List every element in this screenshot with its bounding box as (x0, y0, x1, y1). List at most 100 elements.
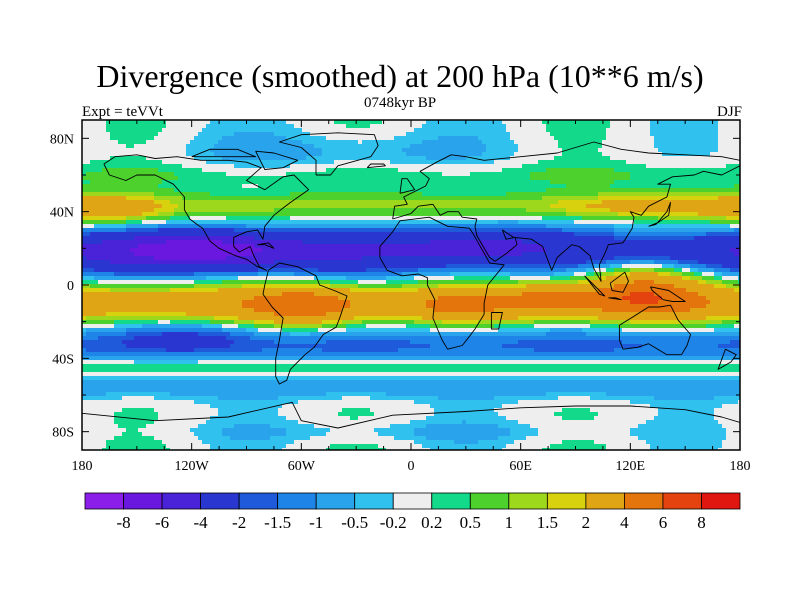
field-cell (238, 216, 243, 221)
field-cell (478, 188, 483, 193)
field-cell (82, 164, 87, 169)
field-cell (174, 144, 179, 149)
field-cell (282, 120, 287, 125)
field-cell (406, 152, 411, 157)
field-cell (570, 228, 575, 233)
field-cell (690, 160, 695, 165)
field-cell (534, 216, 539, 221)
field-cell (602, 152, 607, 157)
field-cell (462, 148, 467, 153)
field-cell (290, 196, 295, 201)
field-cell (666, 216, 671, 221)
field-cell (202, 176, 207, 181)
field-cell (322, 180, 327, 185)
field-cell (522, 204, 527, 209)
field-cell (458, 188, 463, 193)
field-cell (394, 220, 399, 225)
field-cell (322, 188, 327, 193)
field-cell (258, 216, 263, 221)
field-cell (170, 240, 175, 245)
field-cell (626, 136, 631, 141)
field-cell (402, 224, 407, 229)
field-cell (134, 196, 139, 201)
field-cell (202, 200, 207, 205)
field-cell (734, 184, 739, 189)
field-cell (738, 196, 740, 201)
field-cell (546, 140, 551, 145)
field-cell (102, 196, 107, 201)
field-cell (386, 208, 391, 213)
field-cell (494, 148, 499, 153)
field-cell (354, 208, 359, 213)
field-cell (646, 236, 651, 241)
field-cell (494, 200, 499, 205)
field-cell (598, 192, 603, 197)
field-cell (454, 212, 459, 217)
field-cell (250, 188, 255, 193)
field-cell (570, 216, 575, 221)
field-cell (346, 168, 351, 173)
field-cell (426, 148, 431, 153)
field-cell (494, 184, 499, 189)
field-cell (734, 216, 739, 221)
field-cell (718, 180, 723, 185)
field-cell (250, 216, 255, 221)
field-cell (130, 168, 135, 173)
field-cell (194, 184, 199, 189)
field-cell (378, 156, 383, 161)
field-cell (402, 172, 407, 177)
field-cell (670, 204, 675, 209)
field-cell (106, 152, 111, 157)
field-cell (442, 224, 447, 229)
field-cell (510, 176, 515, 181)
field-cell (702, 208, 707, 213)
field-cell (262, 192, 267, 197)
field-cell (522, 136, 527, 141)
field-cell (458, 220, 463, 225)
field-cell (446, 164, 451, 169)
field-cell (594, 156, 599, 161)
field-cell (626, 168, 631, 173)
field-cell (534, 212, 539, 217)
field-cell (258, 224, 263, 229)
field-cell (570, 212, 575, 217)
field-cell (170, 164, 175, 169)
field-cell (98, 236, 103, 241)
field-cell (242, 236, 247, 241)
field-cell (470, 208, 475, 213)
field-cell (234, 156, 239, 161)
field-cell (230, 196, 235, 201)
field-cell (718, 212, 723, 217)
field-cell (610, 204, 615, 209)
field-cell (338, 228, 343, 233)
field-cell (530, 212, 535, 217)
field-cell (138, 184, 143, 189)
field-cell (666, 140, 671, 145)
field-cell (514, 196, 519, 201)
field-cell (434, 168, 439, 173)
field-cell (510, 152, 515, 157)
field-cell (502, 140, 507, 145)
field-cell (586, 152, 591, 157)
field-cell (426, 168, 431, 173)
field-cell (234, 144, 239, 149)
field-cell (646, 184, 651, 189)
field-cell (326, 184, 331, 189)
field-cell (282, 140, 287, 145)
field-cell (434, 144, 439, 149)
field-cell (646, 148, 651, 153)
field-cell (230, 132, 235, 137)
field-cell (322, 232, 327, 237)
field-cell (350, 136, 355, 141)
field-cell (182, 132, 187, 137)
field-cell (290, 208, 295, 213)
field-cell (350, 152, 355, 157)
field-cell (102, 160, 107, 165)
field-cell (278, 220, 283, 225)
field-cell (114, 188, 119, 193)
field-cell (382, 128, 387, 133)
field-cell (182, 236, 187, 241)
experiment-label: Expt = teVVt (82, 104, 163, 120)
field-cell (546, 160, 551, 165)
field-cell (298, 188, 303, 193)
